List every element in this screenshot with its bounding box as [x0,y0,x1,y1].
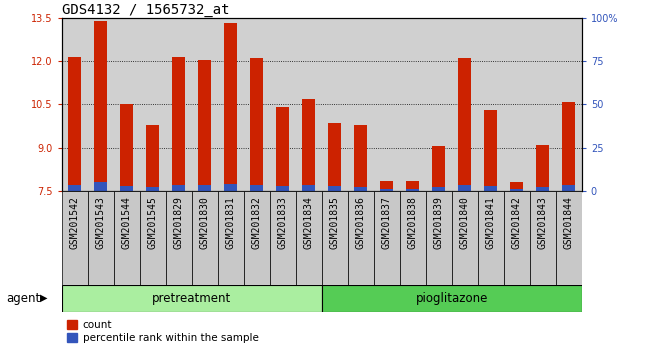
Text: GSM201834: GSM201834 [304,196,314,249]
Bar [166,191,192,285]
Bar [146,125,159,191]
Bar [510,189,523,191]
Text: pioglitazone: pioglitazone [415,292,488,305]
Bar [120,104,133,191]
Bar [380,181,393,191]
Bar [198,59,211,191]
Bar [458,185,471,191]
Bar [432,146,445,191]
Text: ▶: ▶ [40,293,48,303]
Text: GSM201543: GSM201543 [96,196,106,249]
Bar [406,189,419,191]
Bar [244,191,270,285]
Bar [224,23,237,191]
Bar [354,125,367,191]
Bar [348,191,374,285]
Bar [380,189,393,191]
Bar [452,191,478,285]
Text: GSM201829: GSM201829 [174,196,184,249]
Bar [536,145,549,191]
Text: agent: agent [6,292,41,305]
Bar [114,191,140,285]
Bar [296,191,322,285]
Bar [510,183,523,191]
Bar [562,185,575,191]
Text: GSM201844: GSM201844 [564,196,574,249]
Bar [218,191,244,285]
Text: GSM201545: GSM201545 [148,196,158,249]
Bar [276,107,289,191]
Bar [192,191,218,285]
Bar [328,186,341,191]
Bar [328,123,341,191]
Bar [484,186,497,191]
Legend: count, percentile rank within the sample: count, percentile rank within the sample [67,320,259,343]
Bar [172,185,185,191]
Bar [94,21,107,191]
Bar [322,191,348,285]
Bar [536,187,549,191]
Text: GSM201840: GSM201840 [460,196,470,249]
Text: GSM201841: GSM201841 [486,196,496,249]
Text: GSM201831: GSM201831 [226,196,236,249]
Bar [172,57,185,191]
Bar [68,185,81,191]
Bar [270,191,296,285]
Text: GSM201838: GSM201838 [408,196,418,249]
Bar [504,191,530,285]
Bar [62,191,88,285]
Bar [88,191,114,285]
Bar [406,181,419,191]
Text: GSM201842: GSM201842 [512,196,522,249]
Bar [484,110,497,191]
Text: GSM201835: GSM201835 [330,196,340,249]
Bar [302,185,315,191]
Text: GSM201837: GSM201837 [382,196,392,249]
Bar [302,99,315,191]
Bar [322,285,582,312]
Bar [478,191,504,285]
Text: GSM201542: GSM201542 [70,196,80,249]
Bar [276,186,289,191]
Text: GSM201544: GSM201544 [122,196,132,249]
Bar [146,187,159,191]
Bar [94,183,107,191]
Bar [556,191,582,285]
Bar [530,191,556,285]
Text: GDS4132 / 1565732_at: GDS4132 / 1565732_at [62,3,229,17]
Bar [140,191,166,285]
Bar [62,285,322,312]
Bar [250,58,263,191]
Text: GSM201836: GSM201836 [356,196,366,249]
Bar [68,57,81,191]
Text: GSM201833: GSM201833 [278,196,288,249]
Text: GSM201843: GSM201843 [538,196,548,249]
Text: pretreatment: pretreatment [152,292,231,305]
Bar [354,187,367,191]
Text: GSM201839: GSM201839 [434,196,444,249]
Bar [432,187,445,191]
Bar [198,185,211,191]
Bar [458,58,471,191]
Bar [426,191,452,285]
Bar [250,185,263,191]
Bar [120,186,133,191]
Text: GSM201830: GSM201830 [200,196,210,249]
Bar [374,191,400,285]
Bar [400,191,426,285]
Text: GSM201832: GSM201832 [252,196,262,249]
Bar [224,184,237,191]
Bar [562,102,575,191]
